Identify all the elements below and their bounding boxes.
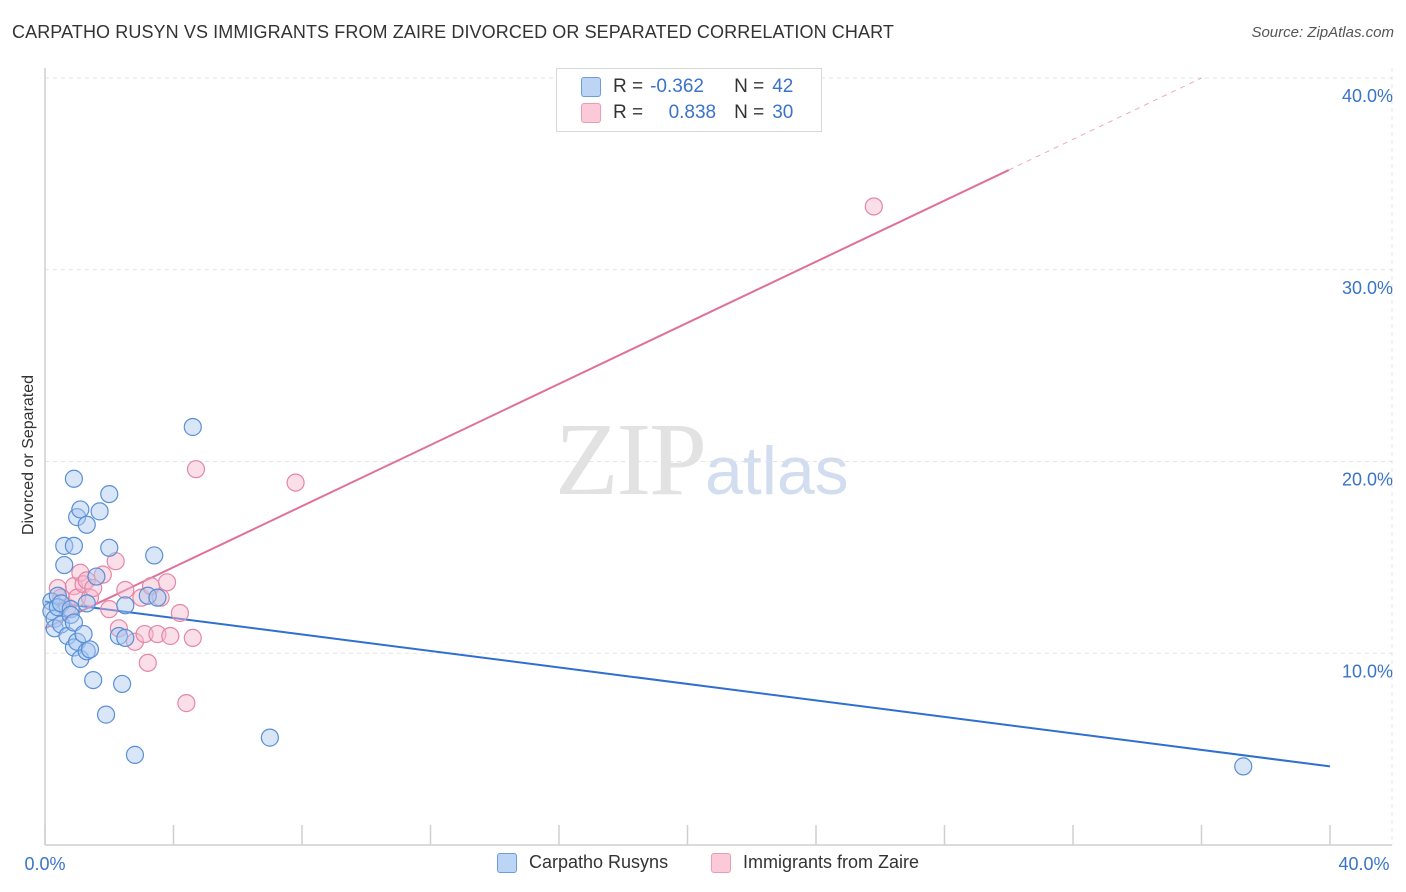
data-point-carpatho (116, 628, 135, 648)
legend-item-immigrants-zaire[interactable]: Immigrants from Zaire (711, 852, 919, 873)
data-point-carpatho (100, 484, 119, 504)
source-credit: Source: ZipAtlas.com (1251, 24, 1394, 41)
legend-r-label: R = (613, 76, 644, 97)
legend-r-value: -0.362 (650, 76, 704, 97)
stats-legend: R = -0.362 N = 42 R = 0.838 N = 30 (556, 68, 822, 132)
data-point-zaire (177, 694, 196, 713)
legend-label: Immigrants from Zaire (743, 852, 920, 872)
trend-line-carpatho-rusyns (44, 600, 1331, 768)
data-point-carpatho (77, 594, 96, 613)
legend-n-label: N = (734, 102, 765, 123)
legend-row-zaire: R = 0.838 N = 30 (581, 101, 793, 125)
data-point-zaire (170, 603, 190, 623)
data-point-zaire (183, 628, 202, 648)
x-tick-label: 0.0% (24, 854, 65, 874)
data-point-zaire (84, 578, 103, 598)
legend-label: Carpatho Rusyns (529, 852, 669, 872)
watermark-atlas: atlas (705, 433, 849, 509)
data-point-zaire (93, 565, 112, 584)
data-point-carpatho (96, 705, 116, 724)
data-point-carpatho (80, 640, 100, 659)
legend-n-value: 30 (772, 102, 794, 123)
legend-n-label: N = (734, 76, 765, 97)
grid-lines (45, 68, 1393, 845)
data-point-carpatho (71, 500, 90, 519)
trend-line-immigrants-zaire (44, 169, 1010, 630)
data-point-carpatho (87, 567, 106, 586)
data-point-carpatho (125, 745, 145, 764)
x-tick-label: 40.0% (1338, 854, 1389, 874)
legend-swatch-blue (497, 852, 517, 873)
data-point-carpatho (64, 469, 84, 488)
data-point-carpatho (148, 588, 167, 607)
y-tick-label: 40.0% (1342, 86, 1393, 106)
data-point-carpatho (77, 515, 96, 534)
series-legend: Carpatho Rusyns Immigrants from Zaire (0, 852, 1406, 878)
legend-row-carpatho: R = -0.362 N = 42 (581, 75, 793, 99)
legend-swatch-pink (581, 103, 601, 123)
data-point-zaire (286, 473, 305, 492)
data-points (42, 197, 1253, 776)
legend-item-carpatho-rusyns[interactable]: Carpatho Rusyns (497, 852, 668, 873)
watermark: ZIPatlas (555, 400, 849, 519)
chart-title: CARPATHO RUSYN VS IMMIGRANTS FROM ZAIRE … (12, 22, 894, 42)
data-point-carpatho (84, 670, 103, 690)
data-point-carpatho (64, 536, 84, 555)
legend-swatch-pink (711, 852, 731, 873)
data-point-zaire (186, 460, 206, 479)
data-point-zaire (157, 573, 177, 592)
data-point-carpatho (90, 502, 109, 521)
data-point-carpatho (61, 600, 80, 619)
data-point-carpatho (260, 728, 279, 747)
data-point-carpatho (145, 546, 164, 565)
data-point-carpatho (55, 555, 74, 575)
data-point-carpatho (74, 624, 93, 644)
y-tick-label: 10.0% (1342, 661, 1393, 681)
legend-r-label: R = (613, 102, 644, 123)
legend-r-value: 0.838 (668, 102, 717, 123)
data-point-carpatho (183, 417, 202, 437)
data-point-carpatho (100, 538, 119, 557)
trend-lines (44, 77, 1331, 768)
y-tick-label: 30.0% (1342, 278, 1393, 298)
tick-labels: 10.0% 20.0% 30.0% 40.0% 0.0% 40.0% (24, 86, 1393, 874)
data-point-carpatho (55, 536, 74, 555)
data-point-zaire (161, 626, 180, 646)
data-point-carpatho (77, 642, 96, 661)
axes (44, 68, 1392, 846)
data-point-zaire (138, 653, 157, 672)
data-point-carpatho (109, 626, 128, 646)
data-point-carpatho (1234, 757, 1253, 776)
legend-swatch-blue (581, 77, 601, 97)
data-point-zaire (125, 632, 145, 651)
data-point-zaire (864, 197, 883, 216)
data-point-zaire (135, 624, 154, 644)
data-point-zaire (80, 588, 100, 607)
data-point-zaire (100, 600, 119, 619)
data-point-carpatho (116, 596, 135, 615)
legend-n-value: 42 (772, 76, 794, 97)
watermark-zip: ZIP (555, 402, 707, 517)
trend-line-extension (1008, 77, 1202, 171)
y-tick-label: 20.0% (1342, 470, 1393, 490)
data-point-zaire (116, 580, 135, 600)
data-point-zaire (109, 619, 128, 638)
data-point-carpatho (112, 674, 132, 694)
